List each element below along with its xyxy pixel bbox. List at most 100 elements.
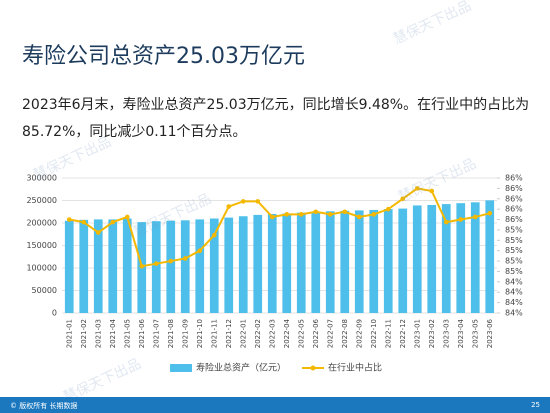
line-point [269, 214, 275, 220]
y2-tick-label: 85% [505, 246, 523, 255]
x-tick-label: 2023-02 [428, 319, 436, 348]
y2-tick-label: 85% [505, 225, 523, 234]
x-tick-label: 2022-06 [312, 318, 320, 348]
x-tick-label: 2021-09 [181, 319, 189, 348]
footer: © 版权所有 长期数据 25 [0, 397, 550, 413]
line-point [168, 258, 174, 264]
line-point [443, 219, 449, 225]
bar [180, 220, 190, 313]
x-tick-label: 2023-01 [413, 319, 421, 348]
x-tick-label: 2021-08 [167, 319, 175, 348]
bar [122, 218, 132, 313]
x-tick-label: 2021-12 [225, 319, 233, 348]
line-point [400, 196, 406, 202]
y2-tick-label: 84% [505, 288, 523, 297]
bar [224, 217, 234, 313]
x-tick-label: 2021-03 [94, 319, 102, 348]
x-tick-label: 2023-04 [457, 318, 465, 348]
x-tick-label: 2021-02 [80, 319, 88, 348]
bar [209, 218, 219, 313]
line-point [81, 219, 87, 225]
bar [253, 214, 263, 313]
y-tick-label: 150000 [26, 241, 57, 250]
x-tick-label: 2022-04 [283, 318, 291, 348]
bar [383, 209, 393, 313]
line-point [153, 261, 159, 266]
y2-tick-label: 85% [505, 257, 523, 266]
bar [238, 216, 248, 313]
x-tick-label: 2022-03 [268, 319, 276, 348]
bar [311, 211, 321, 313]
legend-swatch [170, 364, 192, 372]
bar [398, 208, 408, 313]
x-tick-label: 2022-08 [341, 319, 349, 348]
line-point [197, 248, 203, 253]
legend-swatch [310, 365, 316, 371]
bar [369, 209, 379, 313]
line-point [371, 212, 377, 217]
x-tick-label: 2022-01 [239, 319, 247, 348]
x-tick-label: 2023-05 [471, 319, 479, 348]
line-point [385, 206, 391, 212]
line-point [472, 214, 478, 220]
x-tick-label: 2021-07 [152, 319, 160, 348]
line-point [458, 217, 464, 222]
y2-tick-label: 86% [505, 194, 523, 203]
bar [354, 210, 364, 313]
bar [325, 211, 335, 313]
line-point [139, 263, 145, 269]
bar [485, 200, 495, 313]
line-point [182, 256, 188, 261]
line-point [211, 232, 217, 238]
x-tick-label: 2021-05 [123, 319, 131, 348]
line-point [226, 204, 232, 209]
x-tick-label: 2022-11 [384, 319, 392, 348]
line-point [95, 230, 101, 235]
y2-tick-label: 85% [505, 236, 523, 245]
bar [166, 220, 176, 313]
summary: 2023年6月末，寿险业总资产25.03万亿元，同比增长9.48%。在行业中的占… [22, 97, 530, 140]
y-tick-label: 200000 [26, 219, 57, 228]
line-point [240, 199, 246, 204]
x-tick-label: 2022-05 [297, 319, 305, 348]
bar [441, 204, 451, 313]
slide-title: 寿险公司总资产25.03万亿元 [22, 44, 305, 69]
y2-tick-label: 84% [505, 277, 523, 286]
line-point [284, 212, 290, 217]
legend-label: 在行业中占比 [328, 362, 382, 374]
line-point [313, 209, 319, 215]
x-tick-label: 2022-12 [399, 319, 407, 348]
line-point [429, 188, 435, 194]
x-tick-label: 2021-11 [210, 319, 218, 348]
legend-label: 寿险业总资产（亿元） [196, 362, 286, 374]
line-point [327, 212, 333, 217]
y2-tick-label: 84% [505, 298, 523, 307]
x-tick-label: 2022-02 [254, 319, 262, 348]
bar [456, 203, 466, 313]
x-tick-label: 2021-06 [138, 318, 146, 348]
x-tick-label: 2022-10 [370, 319, 378, 348]
footer-copyright: © 版权所有 长期数据 [10, 402, 78, 410]
line-point [298, 212, 304, 217]
x-tick-label: 2022-09 [355, 319, 363, 348]
bar [340, 210, 350, 313]
y2-tick-label: 86% [505, 184, 523, 193]
bar [296, 212, 306, 313]
bar [267, 214, 277, 313]
y2-tick-label: 85% [505, 267, 523, 276]
bar [151, 221, 161, 313]
line-point [356, 214, 362, 220]
line-point [487, 211, 493, 216]
page-number: 25 [531, 401, 540, 409]
y-tick-label: 50000 [32, 286, 57, 295]
y2-tick-label: 86% [505, 174, 523, 183]
y-tick-label: 300000 [26, 174, 57, 183]
line-point [66, 217, 72, 222]
line-point [255, 199, 261, 204]
x-tick-label: 2022-07 [326, 319, 334, 348]
line-point [342, 209, 348, 215]
bar [412, 205, 422, 313]
bar [64, 220, 74, 313]
line [69, 187, 490, 268]
x-tick-label: 2021-04 [109, 318, 117, 348]
